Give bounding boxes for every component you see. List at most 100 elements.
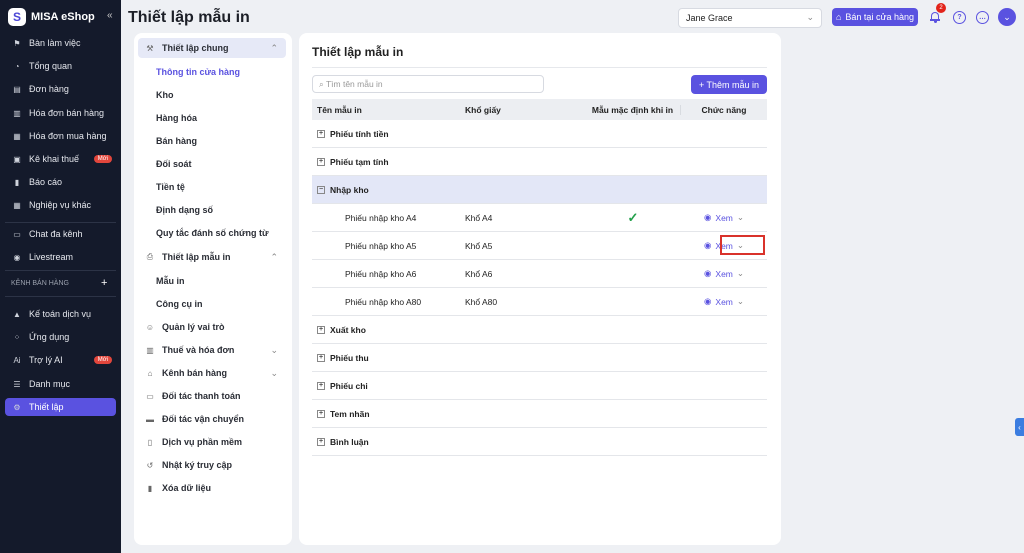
table-row[interactable]: + Tem nhãn	[312, 400, 767, 428]
menu-item[interactable]: ▥ Thuế và hóa đơn ⌄	[138, 340, 286, 360]
view-button[interactable]: ◉ Xem ⌄	[703, 212, 745, 223]
table-row[interactable]: + Phiếu tính tiền	[312, 120, 767, 148]
divider	[5, 270, 116, 271]
invoice-icon: ▥	[13, 108, 21, 118]
help-icon[interactable]: ?	[953, 11, 966, 24]
grid-icon: ▦	[13, 200, 21, 210]
table-row[interactable]: Phiếu nhập kho A6 Khổ A6 ◉ Xem ⌄	[312, 260, 767, 288]
table-header: Tên mẫu in Khổ giấy Mẫu mặc định khi in …	[312, 99, 767, 120]
column-header: Mẫu mặc định khi in	[585, 104, 681, 115]
expand-panel-button[interactable]: ‹	[1015, 418, 1024, 436]
sidebar-item[interactable]: ⁘ Ứng dụng	[5, 328, 116, 346]
truck-icon: ▬	[146, 414, 154, 424]
report-icon: ▮	[14, 177, 20, 187]
account-menu-button[interactable]: ⌄	[998, 8, 1016, 26]
ai-icon: Ai	[13, 355, 21, 365]
apps-icon: ⁘	[13, 332, 21, 342]
sidebar-item[interactable]: ▥ Hóa đơn bán hàng	[5, 104, 116, 122]
expand-icon[interactable]: +	[317, 157, 325, 166]
new-badge: Mới	[93, 155, 112, 163]
collapse-sidebar-icon[interactable]: «	[107, 10, 113, 21]
expand-icon[interactable]: +	[317, 437, 325, 446]
view-button[interactable]: ◉ Xem ⌄	[703, 268, 745, 279]
printer-icon: ⎙	[146, 252, 154, 261]
menu-item[interactable]: ▭ Đối tác thanh toán	[138, 386, 286, 406]
chevron-down-icon: ⌄	[270, 367, 278, 378]
settings-menu: ⚒ Thiết lập chung ⌃ Thông tin cửa hàng Kho Hà…	[134, 33, 292, 545]
add-channel-button[interactable]: +	[101, 277, 108, 289]
table-row[interactable]: Phiếu nhập kho A5 Khổ A5 ◉ Xem ⌄	[312, 232, 767, 260]
menu-item[interactable]: Định dạng số	[156, 205, 213, 215]
menu-item[interactable]: Bán hàng	[156, 136, 198, 146]
eye-icon: ◉	[703, 240, 712, 250]
table-row[interactable]: Phiếu nhập kho A80 Khổ A80 ◉ Xem ⌄	[312, 288, 767, 316]
sidebar-item[interactable]: ▤ Đơn hàng	[5, 80, 116, 98]
user-select[interactable]: Jane Grace ⌄	[678, 8, 822, 28]
chat-icon: ▭	[13, 229, 21, 239]
sidebar-item[interactable]: ▦ Nghiệp vụ khác	[5, 196, 116, 214]
menu-group-general[interactable]: ⚒ Thiết lập chung ⌃	[138, 38, 286, 58]
more-icon[interactable]: …	[976, 11, 989, 24]
table-row[interactable]: − Nhập kho	[312, 176, 767, 204]
view-button[interactable]: ◉ Xem ⌄	[703, 296, 745, 307]
sidebar-item[interactable]: ▲ Kế toán dịch vụ	[5, 305, 116, 323]
table-row[interactable]: + Phiếu tạm tính	[312, 148, 767, 176]
search-input[interactable]: ⌕ Tìm tên mẫu in	[312, 75, 544, 93]
menu-item[interactable]: ☺ Quản lý vai trò	[145, 322, 225, 332]
chevron-down-icon[interactable]: ⌄	[736, 296, 745, 306]
menu-item[interactable]: ▮ Xóa dữ liệu	[138, 478, 286, 498]
page-title: Thiết lập mẫu in	[128, 9, 250, 26]
expand-icon[interactable]: +	[317, 129, 325, 138]
sidebar-item[interactable]: ⚙ Thiết lập	[5, 398, 116, 416]
sidebar-item[interactable]: ☰ Danh mục	[5, 375, 116, 393]
collapse-icon[interactable]: −	[317, 185, 325, 194]
table-row[interactable]: + Bình luận	[312, 428, 767, 456]
sidebar-item[interactable]: ▮ Báo cáo	[5, 173, 116, 191]
menu-item[interactable]: Công cụ in	[156, 299, 203, 309]
order-icon: ▤	[13, 84, 21, 94]
eye-icon: ◉	[703, 268, 712, 278]
table-row[interactable]: + Xuất kho	[312, 316, 767, 344]
sidebar-item[interactable]: ◔ Tổng quan	[5, 57, 116, 75]
menu-item[interactable]: Hàng hóa	[156, 113, 198, 123]
sidebar-item[interactable]: ⚑ Bàn làm việc	[5, 34, 116, 52]
logo[interactable]: S MISA eShop	[8, 8, 95, 26]
menu-group-print[interactable]: ⎙ Thiết lập mẫu in ⌃	[138, 247, 286, 267]
chevron-down-icon[interactable]: ⌄	[736, 212, 745, 222]
menu-item[interactable]: Thông tin cửa hàng	[156, 67, 241, 77]
chevron-down-icon[interactable]: ⌄	[736, 240, 745, 250]
table-row[interactable]: + Phiếu thu	[312, 344, 767, 372]
menu-item[interactable]: ↺ Nhật ký truy cập	[138, 455, 286, 475]
view-button[interactable]: ◉ Xem ⌄	[703, 240, 745, 251]
table-row[interactable]: + Phiếu chi	[312, 372, 767, 400]
chevron-down-icon[interactable]: ⌄	[736, 268, 745, 278]
expand-icon[interactable]: +	[317, 409, 325, 418]
table-row[interactable]: Phiếu nhập kho A4 Khổ A4 ✓ ◉ Xem ⌄	[312, 204, 767, 232]
menu-item[interactable]: ⌂ Kênh bán hàng ⌄	[138, 363, 286, 383]
expand-icon[interactable]: +	[317, 325, 325, 334]
menu-item[interactable]: Kho	[156, 90, 174, 100]
expand-icon[interactable]: +	[317, 381, 325, 390]
sidebar-item[interactable]: ▦ Hóa đơn mua hàng	[5, 127, 116, 145]
sell-in-store-button[interactable]: ⌂ Bán tại cửa hàng	[832, 8, 918, 26]
column-header: Tên mẫu in	[317, 104, 362, 115]
sidebar-item[interactable]: Ai Trợ lý AI Mới	[5, 351, 116, 369]
add-template-button[interactable]: + Thêm mẫu in	[691, 75, 767, 94]
accounting-icon: ▲	[13, 309, 21, 319]
sidebar-item[interactable]: ▭ Chat đa kênh	[5, 225, 116, 243]
sidebar-item[interactable]: ▣ Kê khai thuế Mới	[5, 150, 116, 168]
menu-item[interactable]: ▬ Đối tác vận chuyển	[146, 414, 245, 424]
menu-item[interactable]: Đối soát	[156, 159, 192, 169]
sidebar-item[interactable]: ◉ Livestream	[5, 248, 116, 266]
menu-item[interactable]: Quy tắc đánh số chứng từ	[156, 228, 269, 238]
menu-item[interactable]: Mẫu in	[156, 276, 185, 286]
menu-item[interactable]: ▯ Dịch vụ phần mềm	[138, 432, 286, 452]
print-templates-panel: Thiết lập mẫu in ⌕ Tìm tên mẫu in + Thêm…	[299, 33, 781, 545]
divider	[5, 296, 116, 297]
divider	[5, 222, 116, 223]
check-icon: ✓	[627, 209, 639, 225]
bell-icon[interactable]	[930, 12, 940, 23]
expand-icon[interactable]: +	[317, 353, 325, 362]
menu-item[interactable]: Tiền tệ	[156, 182, 185, 192]
column-header: Chức năng	[701, 104, 747, 115]
